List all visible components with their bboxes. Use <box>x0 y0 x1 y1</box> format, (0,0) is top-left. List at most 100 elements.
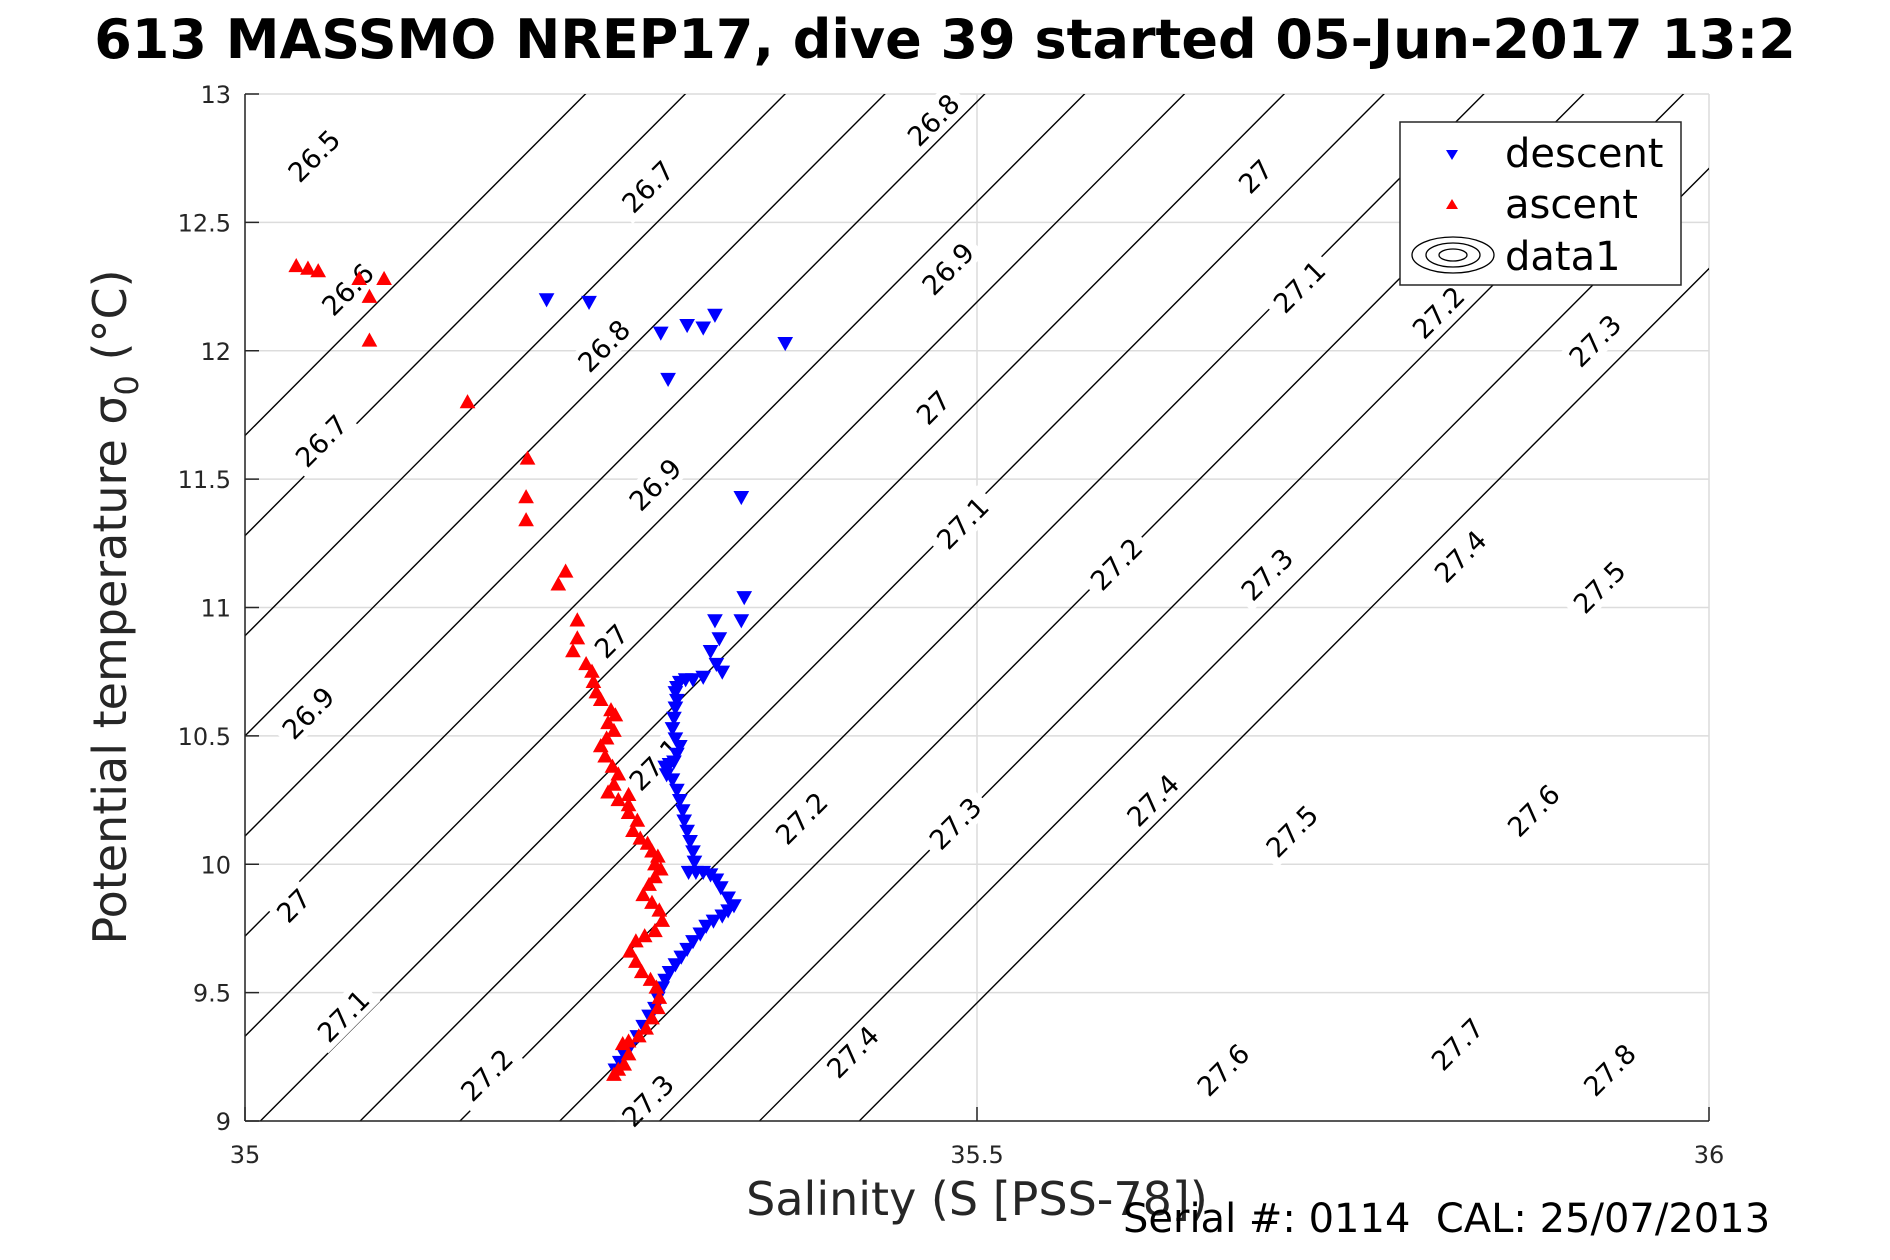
descent-point <box>692 927 709 942</box>
descent-point <box>581 295 597 310</box>
ascent-point <box>606 1066 622 1081</box>
descent-point <box>671 793 688 809</box>
ascent-point <box>592 738 609 753</box>
ascent-series <box>288 257 671 1081</box>
ascent-point <box>622 943 638 958</box>
contour-label-backing <box>270 675 346 751</box>
ascent-point <box>633 964 650 979</box>
descent-point <box>667 732 684 747</box>
contour-label-backing <box>910 231 986 307</box>
contour-label-backing <box>1400 274 1476 350</box>
contour-label-backing <box>1557 302 1633 378</box>
descent-point <box>708 873 725 888</box>
contour-label-backing <box>1229 536 1305 612</box>
x-tick-label: 35 <box>230 1141 261 1169</box>
descent-point <box>652 326 669 341</box>
ascent-point <box>628 933 644 948</box>
contour-label-backing <box>1261 249 1337 325</box>
legend-data1-label: data1 <box>1505 234 1621 280</box>
ascent-point <box>518 489 534 504</box>
descent-point <box>685 845 701 860</box>
ascent-point <box>647 922 663 938</box>
legend-descent-label: descent <box>1505 131 1663 177</box>
descent-point <box>707 308 723 323</box>
contour-label-backing <box>1229 149 1282 203</box>
descent-point <box>711 632 728 647</box>
ascent-point <box>565 643 581 658</box>
ascent-point <box>628 953 644 968</box>
legend-ascent-label: ascent <box>1505 182 1638 228</box>
descent-point <box>686 855 703 870</box>
y-tick-label: 11.5 <box>178 466 231 494</box>
descent-point <box>698 919 715 934</box>
descent-point <box>679 824 695 839</box>
descent-point <box>538 293 555 308</box>
ascent-point <box>648 979 665 994</box>
descent-point <box>673 950 690 965</box>
descent-point <box>712 881 729 896</box>
descent-point <box>679 942 695 958</box>
contour-label-backing <box>1422 518 1498 594</box>
y-tick-label: 10 <box>200 851 231 879</box>
descent-point <box>671 740 688 755</box>
y-tick-label: 9.5 <box>193 980 231 1008</box>
ascent-point <box>361 332 378 347</box>
ascent-point <box>459 394 476 409</box>
contour-label: 27.2 <box>1400 274 1476 350</box>
ascent-point <box>351 270 368 285</box>
x-tick-label: 35.5 <box>950 1141 1003 1169</box>
ascent-point <box>652 861 669 876</box>
descent-point <box>695 321 712 336</box>
ascent-point <box>598 730 615 745</box>
contour-label-backing <box>1561 549 1637 625</box>
ascent-point <box>578 655 594 671</box>
contour-label: 27.6 <box>1495 772 1571 848</box>
legend-box <box>1399 121 1682 286</box>
descent-point <box>702 645 719 660</box>
descent-point <box>733 614 750 629</box>
contour-label-backing <box>924 485 1000 561</box>
descent-point <box>664 773 681 788</box>
descent-point <box>660 372 676 388</box>
contour-label-backing <box>305 978 381 1054</box>
descent-point <box>736 591 753 606</box>
ascent-point <box>300 260 316 275</box>
contour-label-backing <box>267 879 320 932</box>
descent-point <box>733 490 750 506</box>
ascent-point <box>636 928 653 943</box>
ascent-point <box>610 766 627 781</box>
descent-point <box>669 693 685 708</box>
serial-cal-footer: Serial #: 0114 CAL: 25/07/2013 <box>1123 1196 1771 1242</box>
descent-point <box>661 965 678 981</box>
ascent-point <box>550 576 567 591</box>
contour-label-backing <box>1571 1032 1647 1108</box>
contour-label-backing <box>310 251 385 327</box>
legend-contour-icon <box>1411 236 1495 274</box>
descent-point <box>682 835 698 850</box>
contour-label-backing <box>610 1062 686 1138</box>
ascent-point <box>606 722 622 737</box>
ascent-point <box>592 691 609 707</box>
contour-label-backing <box>895 82 971 158</box>
contour-label-backing <box>1185 1032 1261 1108</box>
ascent-point <box>607 707 624 722</box>
legend: descent ascent data1 <box>1399 121 1682 286</box>
contour-label-backing <box>566 308 642 384</box>
y-tick-label: 12.5 <box>178 209 231 237</box>
descent-point <box>777 336 794 352</box>
contour-label-backing <box>617 726 693 802</box>
ascent-point <box>597 748 613 763</box>
ascent-point <box>620 804 637 819</box>
descent-point <box>676 814 693 829</box>
contour-label-backing <box>1078 526 1154 602</box>
ascent-point <box>604 758 621 773</box>
ascent-point <box>361 288 378 303</box>
descent-point <box>679 318 695 334</box>
ascent-point <box>620 1046 637 1061</box>
ascent-point <box>518 512 534 527</box>
